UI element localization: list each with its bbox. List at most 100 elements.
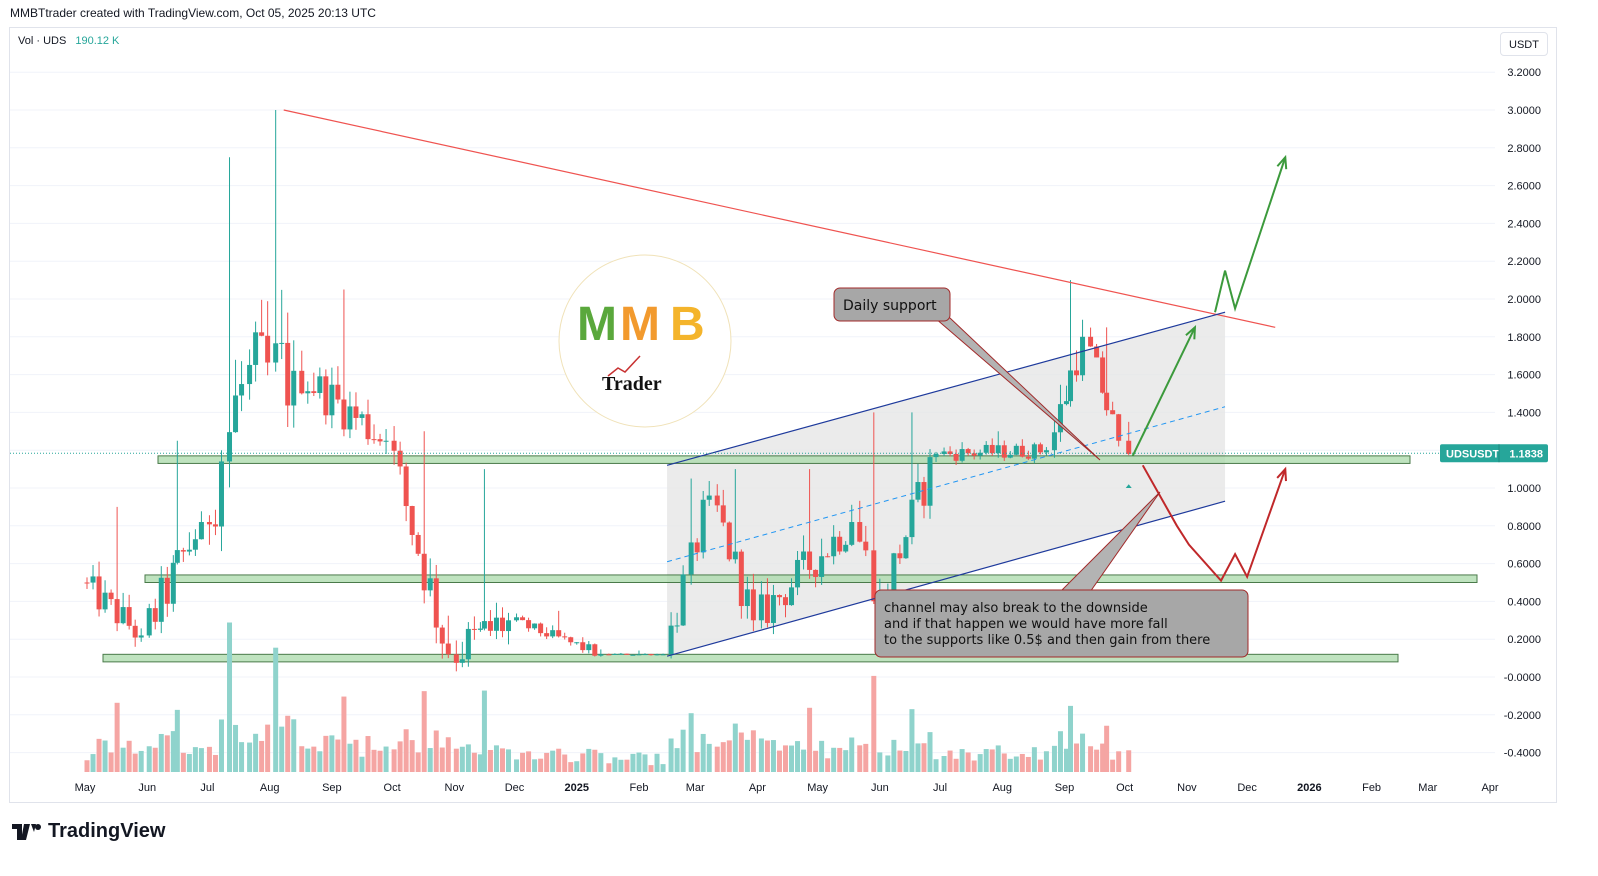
candle-body	[371, 439, 377, 441]
resistance-trendline[interactable]	[283, 109, 1276, 328]
volume-bar	[1019, 753, 1025, 772]
candle-body	[347, 406, 353, 430]
price-axis[interactable]: 3.2000 3.0000 2.8000 2.6000 2.4000 2.2000 2.00…	[1504, 67, 1541, 759]
candle-body	[198, 522, 204, 540]
volume-bar	[170, 731, 176, 772]
volume-bar	[606, 763, 612, 772]
candle-body	[706, 495, 712, 500]
candle-body	[273, 343, 279, 363]
volume-bar	[1001, 753, 1007, 772]
volume-bar	[253, 733, 259, 772]
volume-bar	[96, 738, 102, 772]
candle-body	[1116, 414, 1122, 441]
volume-bar	[120, 747, 126, 772]
candle-body	[493, 617, 499, 631]
volume-bar	[397, 741, 403, 772]
price-tick-label: 3.2000	[1507, 67, 1541, 79]
candle-body	[239, 384, 245, 396]
candle-body	[415, 534, 421, 554]
volume-bar	[1051, 745, 1057, 772]
candle-body	[323, 376, 329, 416]
volume-bar	[273, 647, 279, 772]
candle-body	[1063, 401, 1069, 405]
candle-body	[353, 406, 359, 418]
candle-body	[397, 450, 403, 467]
tradingview-logo[interactable]: TradingView	[12, 820, 165, 843]
candle-body	[694, 542, 700, 553]
volume-bar	[114, 702, 120, 772]
price-tick-label: 2.8000	[1507, 143, 1541, 155]
volume-bar	[329, 735, 335, 772]
volume-bar	[568, 762, 574, 772]
channel-midline[interactable]	[666, 406, 1226, 563]
candle-body	[126, 607, 132, 626]
price-tag-bg	[1440, 444, 1548, 463]
candle-body	[520, 617, 526, 621]
candle-body	[732, 551, 738, 560]
volume-bar	[668, 738, 674, 772]
channel-upper-line[interactable]	[666, 311, 1226, 466]
price-tick-label: -0.2000	[1504, 710, 1541, 722]
candle-body	[164, 577, 170, 604]
time-axis[interactable]: May Jun Jul Aug Sep Oct Nov Dec 2025 Feb Mar Apr May…	[75, 782, 1499, 794]
candle-body	[120, 607, 126, 624]
volume-bar	[989, 749, 995, 772]
volume-bar	[239, 742, 245, 772]
volume-bar	[102, 740, 108, 772]
candle-body	[592, 644, 598, 656]
last-price-tag[interactable]: UDSUSDT 1.1838	[1440, 444, 1548, 463]
volume-bar	[279, 726, 285, 772]
projection-up-arrow-1[interactable]	[1131, 326, 1196, 457]
candle-body	[427, 578, 433, 591]
note-line: and if that happen we would have more fa…	[884, 617, 1168, 632]
price-tick-label: 2.2000	[1507, 256, 1541, 268]
volume-bar	[674, 748, 680, 772]
volume-bar	[837, 747, 843, 772]
volume-bar	[983, 749, 989, 772]
note-box	[874, 589, 1249, 658]
volume-bar	[714, 746, 720, 772]
volume-bar	[1037, 759, 1043, 772]
volume-bar	[915, 743, 921, 772]
candle-body	[506, 620, 512, 632]
projection-down-arrow[interactable]	[1141, 464, 1287, 583]
volume-bar	[317, 751, 323, 772]
candle-body	[1100, 357, 1106, 393]
price-tag-value: 1.1838	[1509, 448, 1543, 460]
volume-bar	[206, 746, 212, 772]
volume-bar	[618, 759, 624, 772]
volume-bar	[1057, 731, 1063, 772]
volume-bar	[526, 751, 532, 772]
candle-body	[849, 522, 855, 545]
volume-bar	[164, 735, 170, 772]
support-zone[interactable]	[144, 574, 1478, 584]
channel-note-callout[interactable]: channel may also break to the downsidean…	[874, 491, 1249, 658]
candle-body	[218, 461, 224, 527]
candle-body	[750, 589, 756, 621]
price-unit-button[interactable]: USDT	[1500, 32, 1548, 56]
time-tick-label: 2026	[1297, 782, 1321, 794]
signal-marker	[1125, 484, 1132, 488]
support-zone[interactable]	[157, 455, 1411, 464]
time-tick-label: Aug	[260, 782, 280, 794]
volume-bar	[586, 748, 592, 772]
candle-body	[630, 654, 636, 656]
volume-bar	[732, 723, 738, 772]
candle-body	[636, 654, 642, 656]
projection-up-arrow-2[interactable]	[1214, 156, 1287, 313]
volume-bar	[1063, 748, 1069, 772]
candle-body	[391, 440, 397, 451]
volume-bar	[825, 758, 831, 772]
candle-body	[170, 562, 176, 604]
candle-body	[789, 587, 795, 606]
daily-support-callout[interactable]: Daily support	[833, 287, 1101, 461]
candle-body	[674, 625, 680, 627]
candle-body	[801, 551, 807, 560]
price-tag-symbol: UDSUSDT	[1446, 448, 1499, 460]
time-tick-label: Oct	[1116, 782, 1133, 794]
candles	[84, 110, 1132, 672]
candle-body	[453, 654, 459, 663]
support-zone[interactable]	[102, 653, 1399, 663]
candle-body	[776, 595, 782, 598]
